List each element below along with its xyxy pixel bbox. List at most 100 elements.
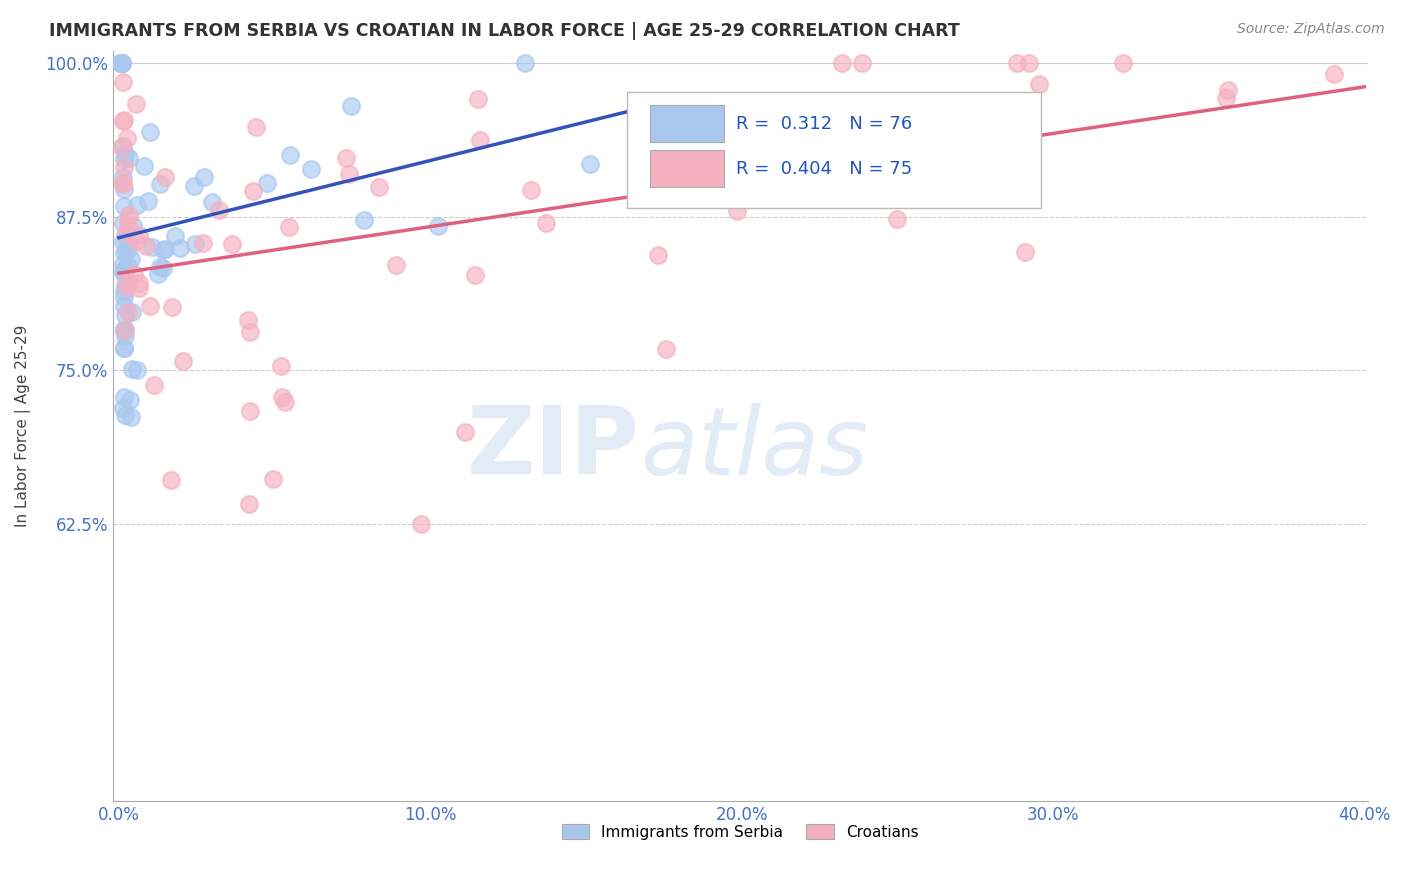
- Point: [114, 244, 136, 258]
- Point: [638, 180, 661, 194]
- Point: [454, 425, 477, 439]
- Point: [245, 120, 267, 135]
- Point: [114, 160, 136, 174]
- Point: [718, 121, 741, 136]
- Point: [112, 322, 135, 336]
- Point: [117, 259, 139, 273]
- Point: [1112, 56, 1135, 70]
- Point: [339, 99, 361, 113]
- Point: [112, 199, 135, 213]
- Point: [172, 353, 194, 368]
- Point: [117, 212, 139, 227]
- Point: [114, 322, 136, 336]
- Point: [262, 472, 284, 486]
- Point: [146, 267, 169, 281]
- Point: [384, 258, 406, 272]
- Point: [256, 176, 278, 190]
- Point: [155, 170, 177, 185]
- Point: [353, 213, 375, 227]
- Point: [193, 169, 215, 184]
- Point: [138, 125, 160, 139]
- Point: [110, 56, 132, 70]
- Point: [238, 497, 260, 511]
- Point: [239, 404, 262, 418]
- Point: [114, 408, 136, 422]
- Point: [136, 194, 159, 209]
- Point: [299, 161, 322, 176]
- Point: [121, 362, 143, 376]
- Point: [118, 392, 141, 407]
- Point: [115, 280, 138, 294]
- Point: [115, 131, 138, 145]
- Point: [886, 212, 908, 227]
- Point: [125, 234, 148, 248]
- FancyBboxPatch shape: [650, 151, 724, 187]
- Point: [1028, 77, 1050, 91]
- Point: [111, 56, 134, 70]
- Point: [111, 216, 134, 230]
- Point: [128, 228, 150, 243]
- Point: [368, 180, 391, 194]
- Point: [725, 204, 748, 219]
- FancyBboxPatch shape: [627, 92, 1042, 208]
- Point: [120, 252, 142, 266]
- Point: [114, 328, 136, 343]
- Point: [513, 56, 536, 70]
- Point: [134, 159, 156, 173]
- Point: [655, 343, 678, 357]
- Point: [1323, 67, 1346, 81]
- Point: [727, 97, 749, 112]
- Point: [120, 409, 142, 424]
- Point: [112, 113, 135, 128]
- Point: [271, 390, 294, 404]
- Point: [110, 56, 132, 70]
- Point: [427, 219, 450, 233]
- Point: [875, 190, 897, 204]
- Point: [917, 145, 939, 159]
- Point: [274, 395, 297, 409]
- Point: [169, 241, 191, 255]
- Point: [579, 157, 602, 171]
- Point: [141, 240, 163, 254]
- Point: [115, 226, 138, 240]
- Point: [128, 276, 150, 290]
- Point: [121, 305, 143, 319]
- Point: [111, 75, 134, 89]
- Point: [114, 323, 136, 337]
- Point: [337, 167, 360, 181]
- Text: atlas: atlas: [640, 403, 868, 494]
- Point: [125, 97, 148, 112]
- Point: [278, 219, 301, 234]
- Point: [464, 268, 486, 283]
- FancyBboxPatch shape: [650, 105, 724, 142]
- Point: [114, 261, 136, 276]
- Point: [153, 242, 176, 256]
- Point: [112, 390, 135, 404]
- Point: [112, 341, 135, 355]
- Point: [278, 148, 301, 162]
- Point: [111, 177, 134, 191]
- Point: [207, 202, 229, 217]
- Point: [112, 176, 135, 190]
- Point: [111, 56, 134, 70]
- Point: [112, 246, 135, 260]
- Point: [112, 284, 135, 298]
- Point: [643, 189, 665, 203]
- Point: [1007, 56, 1029, 70]
- Point: [201, 195, 224, 210]
- Point: [112, 181, 135, 195]
- Point: [160, 473, 183, 487]
- Point: [139, 299, 162, 313]
- Point: [242, 184, 264, 198]
- Point: [973, 115, 995, 129]
- Text: ZIP: ZIP: [467, 402, 640, 494]
- Point: [112, 290, 135, 304]
- Text: Source: ZipAtlas.com: Source: ZipAtlas.com: [1237, 22, 1385, 37]
- Point: [467, 92, 489, 106]
- Point: [117, 275, 139, 289]
- Point: [236, 313, 259, 327]
- Point: [111, 401, 134, 416]
- Point: [114, 228, 136, 243]
- Point: [117, 242, 139, 256]
- Point: [191, 235, 214, 250]
